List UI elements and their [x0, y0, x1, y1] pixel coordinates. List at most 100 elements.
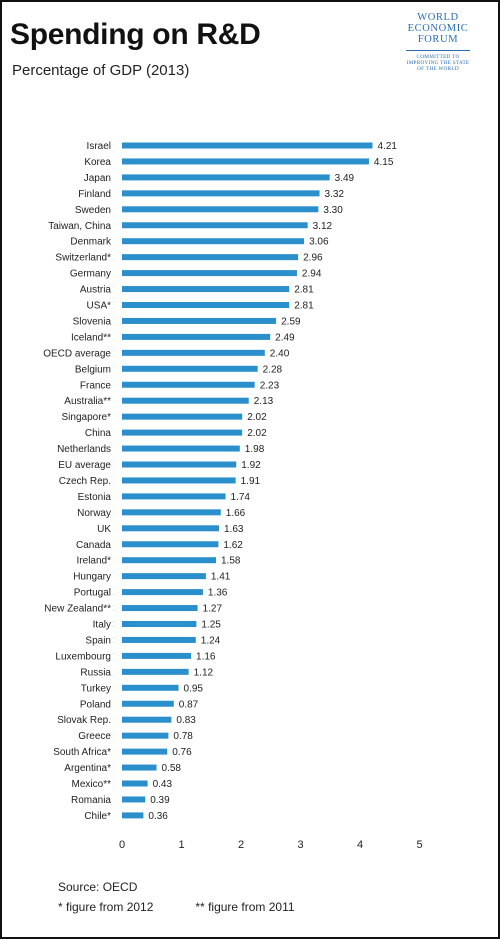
- value-label-13: 2.40: [270, 348, 290, 359]
- value-label-17: 2.02: [247, 412, 267, 423]
- category-label-19: Netherlands: [57, 444, 111, 455]
- x-axis-group: 0 1 2 3 4 5: [119, 839, 423, 851]
- logo-tag-1: COMMITTED TO: [416, 54, 460, 60]
- value-labels-group: 4.21 4.15 3.49 3.32 3.30 3.12 3.06 2.96 2.94 2.81…: [148, 141, 397, 822]
- value-label-30: 1.25: [201, 620, 221, 631]
- bar-22: [122, 493, 226, 500]
- x-tick-label-3: 3: [297, 839, 303, 851]
- value-label-24: 1.63: [224, 524, 244, 535]
- value-label-26: 1.58: [221, 556, 241, 567]
- bar-24: [122, 525, 219, 532]
- value-label-36: 0.83: [176, 715, 196, 726]
- value-label-1: 4.15: [374, 157, 394, 168]
- category-label-8: Germany: [70, 269, 111, 280]
- category-label-37: Greece: [78, 731, 111, 742]
- category-label-27: Hungary: [73, 572, 111, 583]
- category-label-28: Portugal: [74, 588, 111, 599]
- bar-3: [122, 190, 320, 197]
- page-subtitle: Percentage of GDP (2013): [12, 62, 190, 79]
- value-label-21: 1.91: [241, 476, 261, 487]
- category-label-12: Iceland**: [71, 332, 111, 343]
- bar-39: [122, 764, 157, 771]
- category-label-22: Estonia: [78, 492, 112, 503]
- category-label-38: South Africa*: [53, 747, 111, 758]
- category-label-3: Finland: [78, 189, 111, 200]
- value-label-14: 2.28: [263, 364, 283, 375]
- logo-line-2: ECONOMIC: [407, 23, 469, 34]
- x-tick-label-4: 4: [357, 839, 363, 851]
- category-labels-group: Israel Korea Japan Finland Sweden Taiwan, Chi…: [43, 141, 112, 822]
- bar-34: [122, 684, 179, 691]
- category-label-33: Russia: [80, 667, 111, 678]
- category-label-32: Luxembourg: [55, 651, 111, 662]
- logo-tag-2: IMPROVING THE STATE: [406, 60, 470, 66]
- category-label-14: Belgium: [75, 364, 111, 375]
- category-label-23: Norway: [77, 508, 111, 519]
- category-label-25: Canada: [76, 540, 111, 551]
- value-label-0: 4.21: [378, 141, 398, 152]
- value-label-32: 1.16: [196, 651, 216, 662]
- category-label-36: Slovak Rep.: [57, 715, 111, 726]
- bar-14: [122, 365, 258, 372]
- value-label-28: 1.36: [208, 588, 228, 599]
- category-label-0: Israel: [87, 141, 111, 152]
- bar-30: [122, 621, 197, 627]
- bar-5: [122, 222, 308, 229]
- category-label-30: Italy: [93, 620, 111, 631]
- category-label-11: Slovenia: [73, 316, 112, 327]
- category-label-42: Chile*: [84, 811, 111, 822]
- bars-group: [122, 142, 373, 819]
- bar-0: [122, 142, 373, 149]
- bar-1: [122, 158, 369, 165]
- value-label-39: 0.58: [162, 763, 182, 774]
- category-label-9: Austria: [80, 285, 112, 296]
- value-label-4: 3.30: [323, 205, 343, 216]
- category-label-5: Taiwan, China: [48, 221, 111, 232]
- bar-33: [122, 668, 189, 675]
- value-label-10: 2.81: [294, 301, 314, 312]
- bar-13: [122, 349, 265, 356]
- bar-35: [122, 700, 174, 707]
- bar-11: [122, 317, 277, 324]
- x-tick-label-1: 1: [178, 839, 184, 851]
- x-tick-label-2: 2: [238, 839, 244, 851]
- category-label-18: China: [85, 428, 112, 439]
- category-label-4: Sweden: [75, 205, 111, 216]
- value-label-41: 0.39: [150, 795, 170, 806]
- value-label-25: 1.62: [223, 540, 243, 551]
- category-label-39: Argentina*: [64, 763, 111, 774]
- bar-20: [122, 461, 237, 468]
- x-tick-label-5: 5: [416, 839, 422, 851]
- bar-37: [122, 732, 169, 739]
- category-label-10: USA*: [87, 301, 112, 312]
- value-label-3: 3.32: [325, 189, 345, 200]
- category-label-17: Singapore*: [62, 412, 112, 423]
- category-label-24: UK: [97, 524, 111, 535]
- bar-19: [122, 445, 240, 452]
- bar-23: [122, 509, 221, 516]
- bar-10: [122, 302, 290, 308]
- value-label-12: 2.49: [275, 332, 295, 343]
- value-label-20: 1.92: [241, 460, 261, 471]
- x-tick-label-0: 0: [119, 839, 125, 851]
- value-label-11: 2.59: [281, 316, 301, 327]
- bar-2: [122, 174, 330, 181]
- bar-29: [122, 605, 198, 612]
- bar-25: [122, 541, 219, 548]
- bar-18: [122, 429, 243, 436]
- logo-tag-3: OF THE WORLD: [417, 66, 459, 72]
- bar-9: [122, 286, 290, 293]
- bar-12: [122, 333, 271, 340]
- bar-28: [122, 589, 203, 596]
- logo-rule: [406, 50, 470, 51]
- value-label-33: 1.12: [194, 667, 214, 678]
- bar-38: [122, 748, 168, 755]
- value-label-8: 2.94: [302, 269, 322, 280]
- bar-6: [122, 238, 305, 245]
- footnote-2011: ** figure from 2011: [195, 900, 295, 914]
- bar-26: [122, 557, 217, 564]
- value-label-34: 0.95: [184, 683, 204, 694]
- bar-16: [122, 397, 249, 404]
